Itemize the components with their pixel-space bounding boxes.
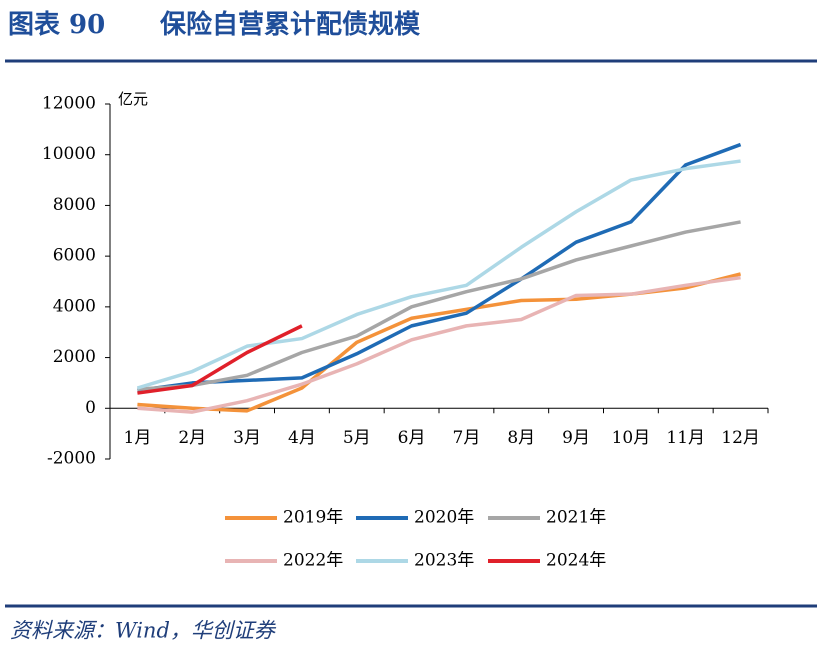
y-tick-label: 10000 [42, 144, 96, 164]
x-tick-label: 4月 [288, 428, 316, 448]
chart-title: 保险自营累计配债规模 [159, 9, 421, 40]
y-tick-label: -2000 [47, 449, 96, 469]
legend-label: 2024年 [546, 551, 606, 571]
series-line [137, 142, 742, 393]
y-tick-label: 2000 [53, 347, 96, 367]
legend-label: 2020年 [414, 508, 474, 528]
series-line [137, 324, 303, 395]
source: 资料来源：Wind，华创证券 [10, 619, 277, 643]
x-tick-label: 8月 [507, 428, 535, 448]
x-tick-label: 6月 [398, 428, 426, 448]
y-tick-label: 8000 [53, 195, 96, 215]
y-tick-label: 0 [85, 398, 96, 418]
series-line [136, 159, 741, 390]
y-tick-label: 4000 [53, 296, 96, 316]
y-tick-label: 6000 [53, 246, 96, 266]
x-tick-label: 7月 [453, 428, 481, 448]
figure-label: 图表 90 [8, 10, 105, 40]
x-tick-label: 10月 [612, 428, 651, 448]
y-unit: 亿元 [118, 90, 148, 108]
y-tick-label: 12000 [42, 94, 96, 114]
series-line [137, 275, 741, 414]
series-line [137, 272, 742, 413]
x-tick-label: 12月 [721, 428, 760, 448]
series-line [137, 220, 741, 392]
legend-label: 2023年 [414, 551, 474, 571]
x-tick-label: 11月 [666, 428, 705, 448]
x-tick-label: 1月 [124, 428, 152, 448]
x-tick-label: 3月 [233, 428, 261, 448]
x-tick-label: 2月 [178, 428, 206, 448]
legend-label: 2021年 [546, 508, 606, 528]
legend-label: 2022年 [283, 551, 343, 571]
x-tick-label: 9月 [562, 428, 590, 448]
legend-label: 2019年 [283, 508, 343, 528]
x-tick-label: 5月 [343, 428, 371, 448]
